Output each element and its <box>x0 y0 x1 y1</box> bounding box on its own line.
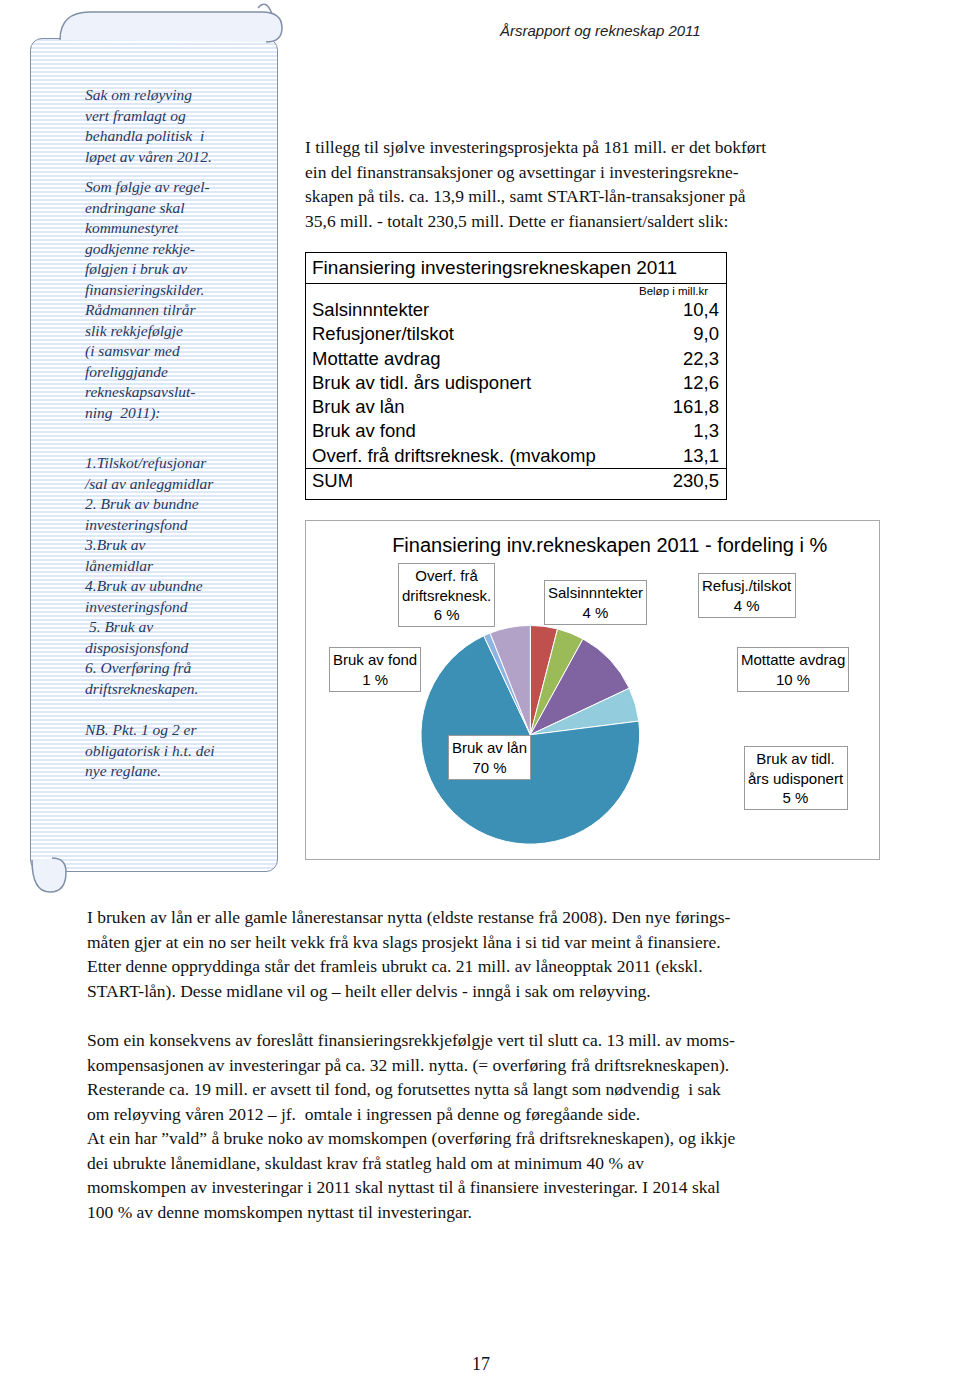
html-text:I bruken av lån er alle gamle: I bruken av lån er alle gamle lånerestan… <box>87 907 731 927</box>
html-text:Overf. frå driftsreknesk. (mva: Overf. frå driftsreknesk. (mvakomp <box>312 444 596 466</box>
html-text:ein del finanstransaksjoner og: ein del finanstransaksjoner og avsetting… <box>305 161 739 182</box>
html-text:slik rekkjefølgje: slik rekkjefølgje <box>85 321 183 339</box>
html-text:disposisjonsfond: disposisjonsfond <box>85 638 189 656</box>
html-text:22,3: 22,3 <box>683 347 719 369</box>
html-text:kommunestyret: kommunestyret <box>85 219 179 236</box>
html-text:godkjenne rekkje-: godkjenne rekkje- <box>85 239 195 257</box>
html-text:Bruk av fond: Bruk av fond <box>312 420 416 442</box>
html-text:(i samsvar med: (i samsvar med <box>85 342 180 359</box>
html-text:Sak om reløyving: Sak om reløyving <box>85 86 192 103</box>
html-text:13,1: 13,1 <box>683 444 719 466</box>
html-text:lånemidlar: lånemidlar <box>85 556 153 574</box>
html-text:rekneskapsavslut-: rekneskapsavslut- <box>85 383 196 400</box>
html-text:skapen på tils. ca. 13,9 mill.: skapen på tils. ca. 13,9 mill., samt STA… <box>305 186 746 206</box>
html-text:3.Bruk av: 3.Bruk av <box>85 536 146 553</box>
html-text:nye reglane.: nye reglane. <box>85 762 161 779</box>
html-text:driftsrekneskapen.: driftsrekneskapen. <box>85 679 199 697</box>
html-text:230,5: 230,5 <box>672 470 719 492</box>
html-text:endringane skal: endringane skal <box>85 198 185 216</box>
html-text:I tillegg til sjølve investeri: I tillegg til sjølve investeringsprosjek… <box>305 137 767 157</box>
svg-text:Refusj./tilskot4 %: Refusj./tilskot4 % <box>702 577 792 614</box>
html-text:NB. Pkt. 1 og 2 er: NB. Pkt. 1 og 2 er <box>85 721 197 738</box>
html-text:Beløp i mill.kr: Beløp i mill.kr <box>639 285 708 297</box>
html-text:Som ein konsekvens av foreslåt: Som ein konsekvens av foreslått finansie… <box>87 1030 735 1050</box>
html-text:Rådmannen tilrår: Rådmannen tilrår <box>85 301 196 318</box>
html-text:10,4: 10,4 <box>683 299 719 320</box>
html-text:kompensasjonen av investeringa: kompensasjonen av investeringar på ca. 3… <box>87 1054 730 1075</box>
svg-text:Mottatte avdrag10 %: Mottatte avdrag10 % <box>741 651 845 688</box>
html-text:vert framlagt og: vert framlagt og <box>85 106 186 124</box>
html-text:momskompen av investeringar i: momskompen av investeringar i 2011 skal … <box>87 1177 721 1197</box>
html-text:investeringsfond: investeringsfond <box>85 597 188 615</box>
html-text:Som følgje av regel-: Som følgje av regel- <box>85 178 210 195</box>
svg-text:Salsinnntekter4 %: Salsinnntekter4 % <box>548 584 643 621</box>
svg-text:Finansiering inv.rekneskapen 2: Finansiering inv.rekneskapen 2011 - ford… <box>392 534 827 556</box>
html-text:100 % av denne momskompen nytt: 100 % av denne momskompen nyttast til in… <box>87 1201 472 1222</box>
html-text:finansieringskilder.: finansieringskilder. <box>85 280 205 298</box>
html-text:obligatorisk i h.t. dei: obligatorisk i h.t. dei <box>85 741 215 759</box>
html-text:ning 2011):: ning 2011): <box>85 403 161 421</box>
html-text:5. Bruk av: 5. Bruk av <box>85 618 153 635</box>
html-text:Bruk av lån: Bruk av lån <box>312 396 405 418</box>
html-text:løpet av våren 2012.: løpet av våren 2012. <box>85 147 212 165</box>
html-text:Salsinnntekter: Salsinnntekter <box>312 299 430 320</box>
svg-text:Bruk av tidl.års udisponert5 %: Bruk av tidl.års udisponert5 % <box>748 750 844 806</box>
html-text:START-lån). Desse midlane vil: START-lån). Desse midlane vil og – heilt… <box>87 980 651 1001</box>
svg-text:Overf. frådriftsreknesk.6 %: Overf. frådriftsreknesk.6 % <box>402 567 491 623</box>
html-text:1,3: 1,3 <box>693 420 719 442</box>
html-text:investeringsfond: investeringsfond <box>85 515 188 533</box>
html-text:behandla politisk i: behandla politisk i <box>85 127 205 144</box>
html-text:om reløyving våren 2012 – jf.: om reløyving våren 2012 – jf. omtale i i… <box>87 1103 640 1124</box>
svg-text:Bruk av lån70 %: Bruk av lån70 % <box>452 739 527 776</box>
html-text:SUM: SUM <box>312 470 354 492</box>
html-text:9,0: 9,0 <box>693 323 719 345</box>
html-text:35,6 mill. - totalt 230,5 mill: 35,6 mill. - totalt 230,5 mill. Dette er… <box>305 210 729 231</box>
html-text:Etter denne oppryddinga står d: Etter denne oppryddinga står det framlei… <box>87 956 703 976</box>
html-text:følgjen i bruk av: følgjen i bruk av <box>85 260 187 277</box>
html-text:17: 17 <box>472 1354 490 1374</box>
html-text:12,6: 12,6 <box>683 371 719 393</box>
svg-text:Bruk av fond1 %: Bruk av fond1 % <box>333 651 417 688</box>
html-text:2. Bruk av bundne: 2. Bruk av bundne <box>85 495 199 512</box>
html-text:Refusjoner/tilskot: Refusjoner/tilskot <box>312 323 454 345</box>
html-text:Resterande ca. 19 mill. er avs: Resterande ca. 19 mill. er avsett til fo… <box>87 1079 721 1099</box>
html-text:/sal av anleggmidlar: /sal av anleggmidlar <box>85 474 214 492</box>
html-text:Årsrapport og rekneskap 2011: Årsrapport og rekneskap 2011 <box>500 22 701 39</box>
html-text:4.Bruk av ubundne: 4.Bruk av ubundne <box>85 577 203 594</box>
html-text:dei ubrukte lånemidlane, skuld: dei ubrukte lånemidlane, skuldast krav f… <box>87 1152 644 1173</box>
html-text:Mottatte avdrag: Mottatte avdrag <box>312 347 441 369</box>
html-text:6. Overføring frå: 6. Overføring frå <box>85 659 192 676</box>
html-text:Bruk av tidl. års udisponert: Bruk av tidl. års udisponert <box>312 371 531 393</box>
html-text:161,8: 161,8 <box>672 396 719 418</box>
html-text:Finansiering investeringsrekne: Finansiering investeringsrekneskapen 201… <box>312 257 678 278</box>
html-text:1.Tilskot/refusjonar: 1.Tilskot/refusjonar <box>85 454 207 471</box>
html-text:måten gjer at ein no ser heilt: måten gjer at ein no ser heilt vekk frå … <box>87 931 721 952</box>
html-text:foreliggjande: foreliggjande <box>85 362 168 380</box>
html-text:At ein har ”vald” å bruke noko: At ein har ”vald” å bruke noko av momsko… <box>87 1128 736 1148</box>
